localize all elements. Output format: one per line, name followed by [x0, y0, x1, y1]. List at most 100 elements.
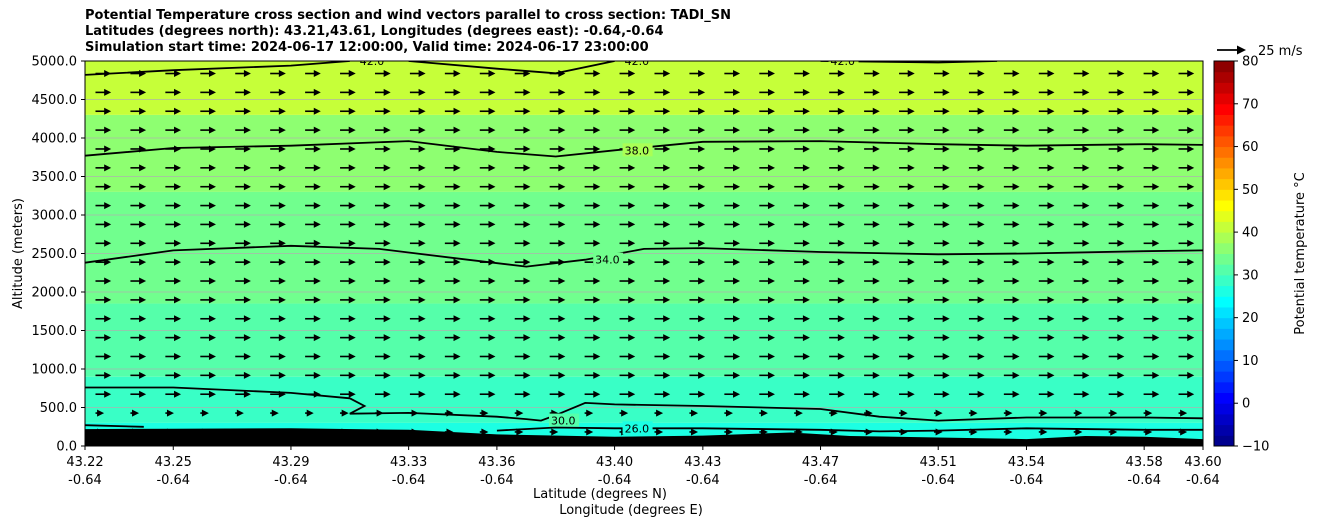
wind-arrow — [1108, 164, 1125, 172]
wind-arrow — [409, 315, 426, 323]
wind-arrow — [374, 183, 391, 191]
wind-arrow — [1073, 352, 1090, 360]
wind-arrow — [1108, 220, 1125, 228]
wind-arrow — [270, 88, 286, 96]
field-band-3 — [85, 191, 1203, 304]
wind-arrow — [794, 390, 810, 398]
wind-arrow — [1038, 220, 1055, 228]
wind-arrow — [479, 315, 496, 323]
wind-arrow — [864, 126, 880, 134]
wind-arrow — [1108, 296, 1125, 304]
wind-arrow — [1038, 277, 1055, 285]
wind-arrow — [619, 88, 636, 96]
wind-arrow — [165, 107, 182, 115]
wind-arrow — [724, 164, 741, 172]
wind-arrow — [1178, 352, 1195, 360]
wind-arrow — [794, 164, 810, 172]
wind-arrow — [235, 371, 251, 379]
wind-arrow — [759, 126, 775, 134]
wind-arrow — [444, 296, 461, 304]
contour-label: 42.0 — [831, 55, 856, 68]
x-tick-label-lat: 43.43 — [684, 455, 721, 470]
wind-arrow — [95, 390, 112, 398]
wind-arrow — [200, 258, 216, 266]
wind-arrow — [1003, 70, 1020, 78]
wind-arrow — [374, 258, 391, 266]
wind-arrow — [968, 409, 978, 417]
wind-arrow — [829, 334, 845, 342]
colorbar-segment — [1214, 242, 1234, 254]
wind-arrow — [1143, 315, 1160, 323]
wind-arrow — [409, 239, 426, 247]
wind-arrow — [374, 145, 391, 153]
wind-arrow — [584, 296, 601, 304]
colorbar-tick-label: 50 — [1242, 183, 1259, 198]
wind-arrow — [933, 164, 950, 172]
wind-arrow — [968, 220, 985, 228]
wind-arrow — [1003, 183, 1020, 191]
contour-label: 42.0 — [625, 55, 650, 68]
chart-title-line-3: Simulation start time: 2024-06-17 12:00:… — [85, 40, 649, 55]
field-band-1 — [85, 376, 1203, 423]
colorbar-tick-label: 40 — [1242, 226, 1259, 241]
wind-arrow — [165, 258, 182, 266]
x-tick-label-lat: 43.51 — [920, 455, 957, 470]
wind-arrow — [444, 183, 461, 191]
wind-arrow — [654, 88, 671, 96]
wind-arrow — [724, 183, 741, 191]
plot-area: 42.0 42.0 42.0 38.0 34.0 30.0 26.0 — [85, 55, 1203, 446]
wind-arrow — [829, 277, 845, 285]
wind-arrow — [514, 202, 531, 210]
wind-arrow — [794, 70, 810, 78]
wind-arrow — [130, 371, 147, 379]
wind-arrow — [794, 296, 810, 304]
wind-arrow — [235, 126, 251, 134]
wind-arrow — [409, 334, 426, 342]
colorbar-tick-label: 20 — [1242, 311, 1259, 326]
wind-arrow — [374, 371, 391, 379]
wind-arrow — [1178, 183, 1195, 191]
wind-arrow — [1003, 352, 1020, 360]
wind-arrow — [689, 409, 699, 417]
contour-26-7 — [85, 424, 144, 428]
wind-arrow — [270, 70, 286, 78]
wind-arrow — [165, 126, 182, 134]
wind-arrow — [829, 220, 845, 228]
wind-arrow — [200, 315, 216, 323]
wind-arrow — [479, 183, 496, 191]
wind-arrow — [444, 202, 461, 210]
wind-arrow — [724, 315, 741, 323]
wind-arrow — [200, 371, 216, 379]
wind-arrow — [654, 164, 671, 172]
wind-arrow — [1143, 277, 1160, 285]
wind-arrow — [619, 239, 636, 247]
wind-arrow — [444, 126, 461, 134]
wind-arrow — [584, 428, 594, 436]
wind-arrow — [864, 277, 880, 285]
wind-arrow — [235, 352, 251, 360]
colorbar-segment — [1214, 317, 1234, 329]
wind-arrow — [1073, 239, 1090, 247]
wind-arrow — [444, 352, 461, 360]
wind-arrow — [200, 334, 216, 342]
wind-arrow — [235, 258, 251, 266]
wind-arrow — [549, 107, 566, 115]
wind-arrow — [1143, 390, 1160, 398]
wind-arrow — [165, 296, 182, 304]
wind-arrow — [409, 258, 426, 266]
colorbar-segment — [1214, 167, 1234, 180]
wind-arrow — [584, 334, 601, 342]
wind-arrow — [1038, 296, 1055, 304]
wind-arrow — [968, 352, 985, 360]
wind-arrow — [864, 296, 880, 304]
wind-arrow — [1038, 107, 1055, 115]
wind-arrow — [724, 277, 741, 285]
wind-arrow — [933, 296, 950, 304]
wind-arrow — [794, 126, 810, 134]
wind-arrow — [235, 334, 251, 342]
wind-arrow — [933, 409, 943, 417]
wind-arrow — [619, 315, 636, 323]
wind-arrow — [549, 239, 566, 247]
wind-arrow — [514, 126, 531, 134]
wind-arrow — [933, 315, 950, 323]
